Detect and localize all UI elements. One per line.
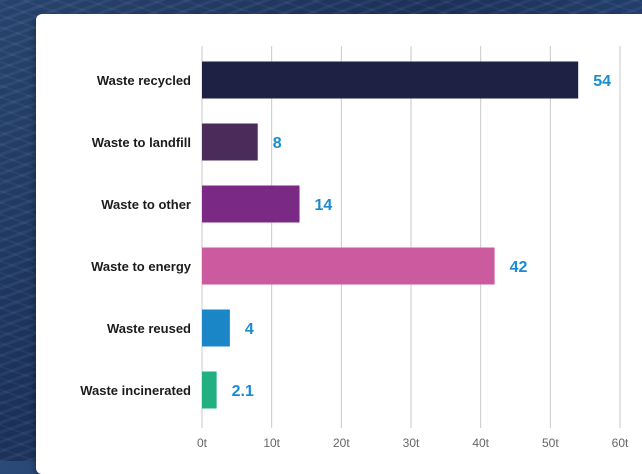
bar	[202, 247, 495, 285]
value-label: 2.1	[232, 383, 254, 400]
bar	[202, 309, 230, 347]
category-label: Waste to landfill	[92, 135, 191, 150]
category-label: Waste incinerated	[80, 383, 191, 398]
value-label: 14	[315, 197, 333, 214]
category-label: Waste to energy	[91, 259, 192, 274]
bar	[202, 185, 300, 223]
bar-chart: 0t 10t 20t 30t 40t 50t 60t Waste recycled 54 Wast…	[80, 46, 629, 450]
x-tick-label: 20t	[333, 436, 350, 450]
category-label: Waste recycled	[97, 73, 191, 88]
value-label: 4	[245, 321, 254, 338]
bar	[202, 61, 579, 99]
x-tick-label: 0t	[197, 436, 208, 450]
category-label: Waste to other	[101, 197, 191, 212]
value-label: 8	[273, 135, 282, 152]
value-label: 54	[593, 73, 611, 90]
x-tick-label: 10t	[263, 436, 280, 450]
x-tick-label: 60t	[612, 436, 629, 450]
bar	[202, 371, 217, 409]
x-tick-label: 40t	[472, 436, 489, 450]
x-tick-label: 50t	[542, 436, 559, 450]
bar	[202, 123, 258, 161]
category-label: Waste reused	[107, 321, 191, 336]
x-tick-label: 30t	[403, 436, 420, 450]
value-label: 42	[510, 259, 528, 276]
